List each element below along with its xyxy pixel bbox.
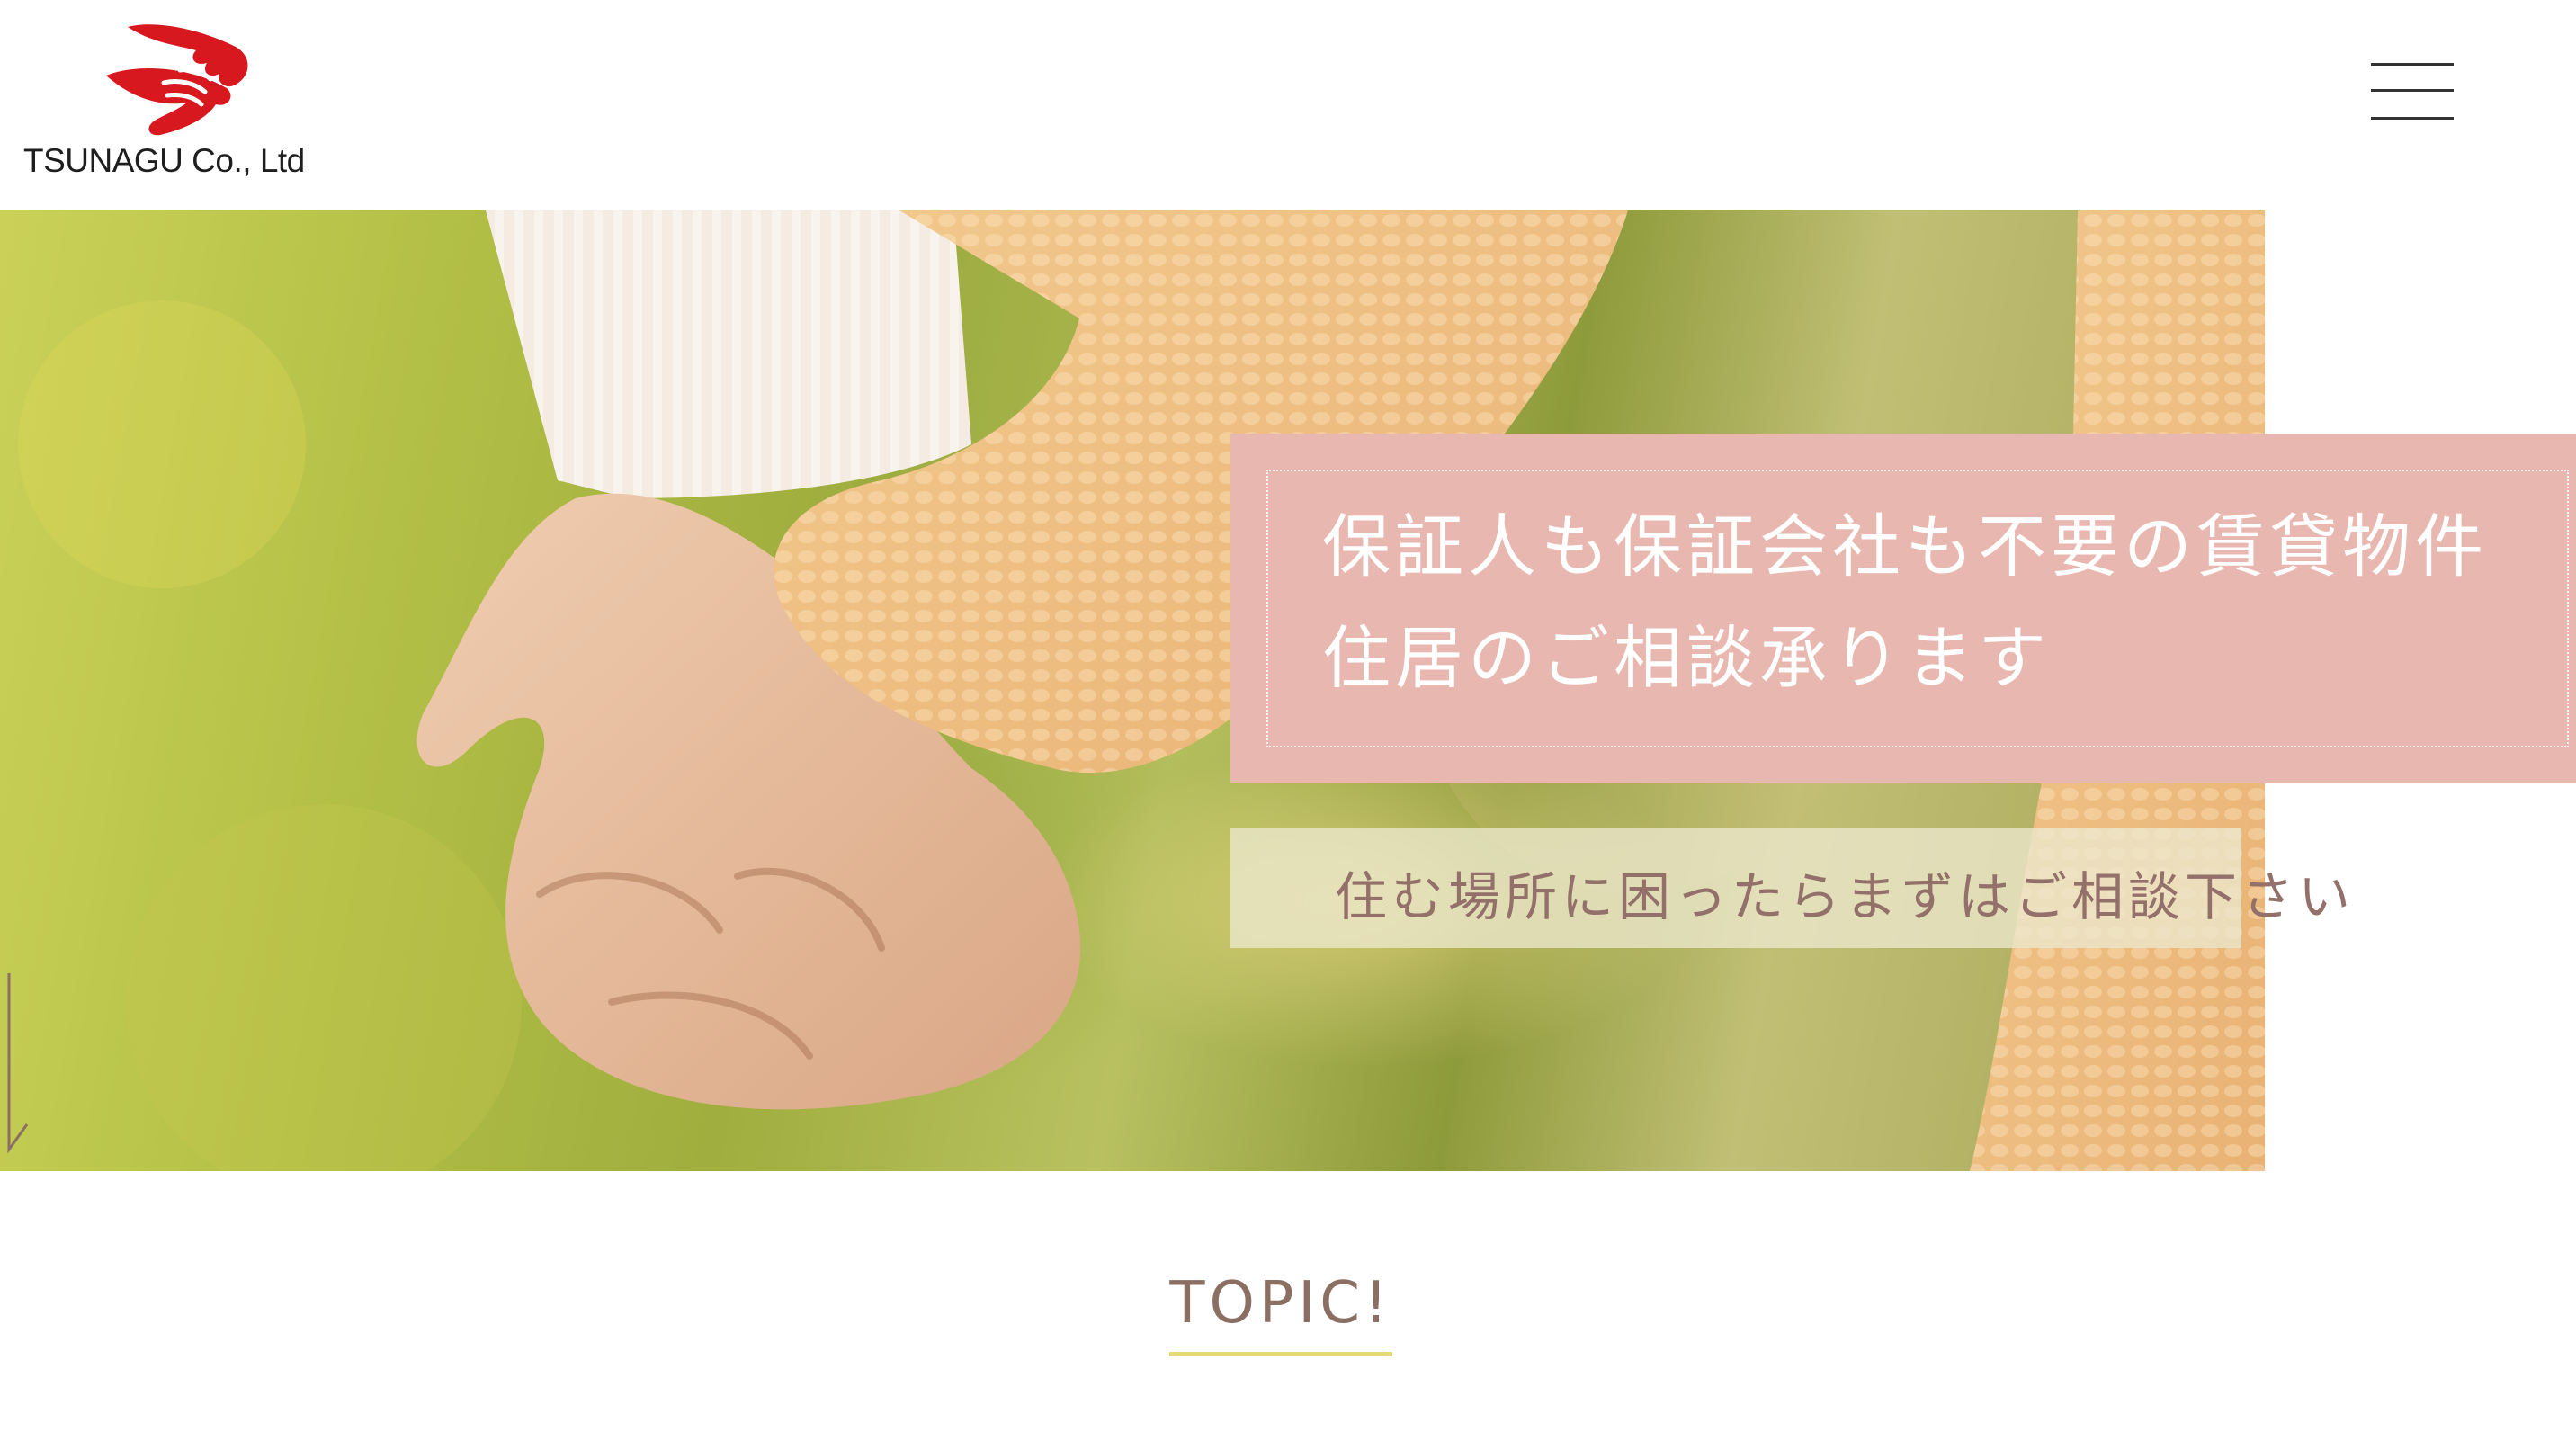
headline-box: 保証人も保証会社も不要の賃貸物件 住居のご相談承ります [1230, 434, 2576, 783]
headline-dotted-frame [1266, 470, 2569, 747]
subtext: 住む場所に困ったらまずはご相談下さい [1335, 866, 2356, 927]
topic-heading: TOPIC! [1169, 1270, 1392, 1337]
menu-line [2371, 117, 2454, 120]
company-name: TSUNAGU Co., Ltd [23, 142, 305, 179]
subtext-banner: 住む場所に困ったらまずはご相談下さい [1230, 828, 2350, 948]
headline-line-1: 保証人も保証会社も不要の賃貸物件 [1322, 506, 2488, 586]
site-header: TSUNAGU Co., Ltd [0, 0, 2576, 210]
menu-line [2371, 63, 2454, 66]
company-logo[interactable]: TSUNAGU Co., Ltd [23, 20, 320, 191]
hands-logo-icon [106, 24, 248, 136]
scroll-down-arrow-icon[interactable] [0, 973, 36, 1162]
menu-line [2371, 89, 2454, 92]
hamburger-menu-icon[interactable] [2371, 59, 2457, 128]
topic-underline [1169, 1352, 1392, 1356]
headline-line-2: 住居のご相談承ります [1322, 618, 2051, 698]
